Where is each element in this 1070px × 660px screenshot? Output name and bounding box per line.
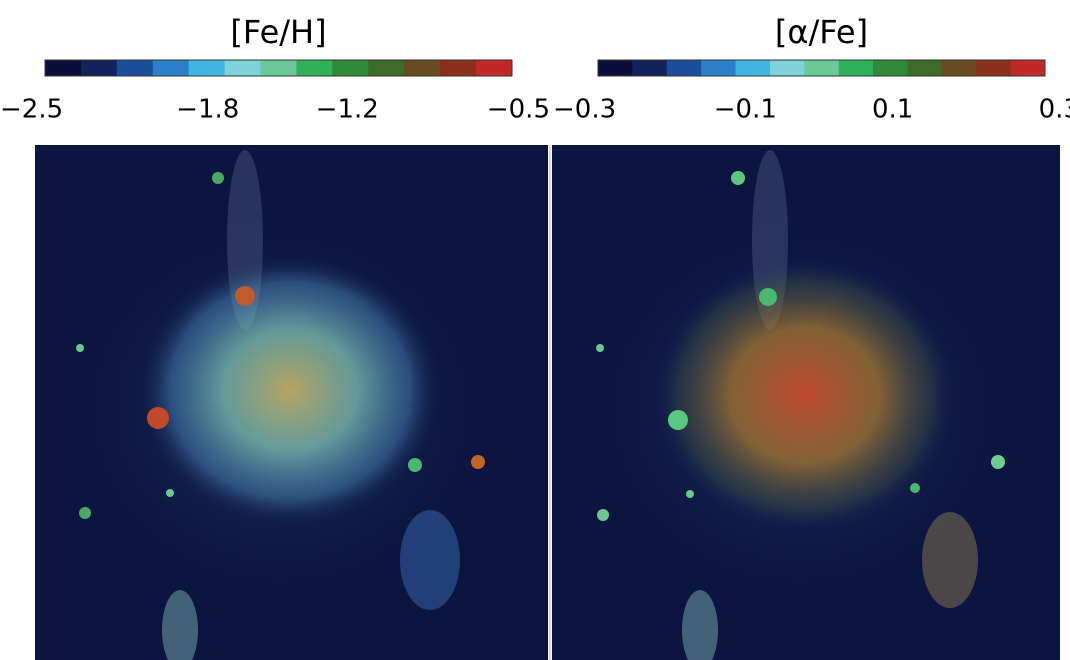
colorbar-title: [Fe/H]	[230, 13, 326, 51]
colorbar-segment	[769, 60, 805, 76]
colorbar-segment	[941, 60, 977, 76]
colorbar-segment	[440, 60, 477, 76]
colorbar-segment	[804, 60, 840, 76]
colorbar-segment	[188, 60, 226, 76]
colorbar-segment	[116, 60, 154, 76]
colorbar-segment	[260, 60, 297, 76]
colorbar-tick-label: −1.8	[176, 95, 239, 125]
colorbar-title: [α/Fe]	[775, 13, 868, 51]
colorbar-frame	[597, 59, 1046, 77]
colorbar-segment	[701, 60, 737, 76]
colorbar-segment	[907, 60, 943, 76]
colorbar-segment	[80, 60, 118, 76]
colorbar-tick-label: −2.5	[0, 95, 63, 125]
colorbar-segment	[598, 60, 633, 76]
colorbar-segment	[838, 60, 874, 76]
colorbar-tick-label: 0.3	[1039, 95, 1070, 125]
colorbar-tick-label: −1.2	[316, 95, 379, 125]
right-image	[552, 145, 1060, 660]
colorbar-tick-label: −0.1	[714, 95, 777, 125]
left-image	[35, 145, 548, 660]
colorbar-segment	[632, 60, 668, 76]
colorbar-frame	[44, 59, 513, 77]
colorbar-segment	[224, 60, 262, 76]
colorbar-segment	[332, 60, 369, 76]
colorbar-segment	[976, 60, 1012, 76]
colorbar-segment	[296, 60, 333, 76]
colorbar-segment	[152, 60, 190, 76]
colorbar-segment	[873, 60, 908, 76]
colorbar-tick-label: 0.1	[872, 95, 913, 125]
colorbar-segment	[735, 60, 771, 76]
colorbar-segment	[368, 60, 405, 76]
colorbar-tick-label: −0.5	[487, 95, 550, 125]
colorbar-segment	[1010, 60, 1046, 76]
colorbar-segment	[45, 60, 82, 76]
colorbar-segment	[666, 60, 702, 76]
colorbar-segment	[404, 60, 441, 76]
colorbar-segment	[476, 60, 513, 76]
colorbar-tick-label: −0.3	[553, 95, 616, 125]
